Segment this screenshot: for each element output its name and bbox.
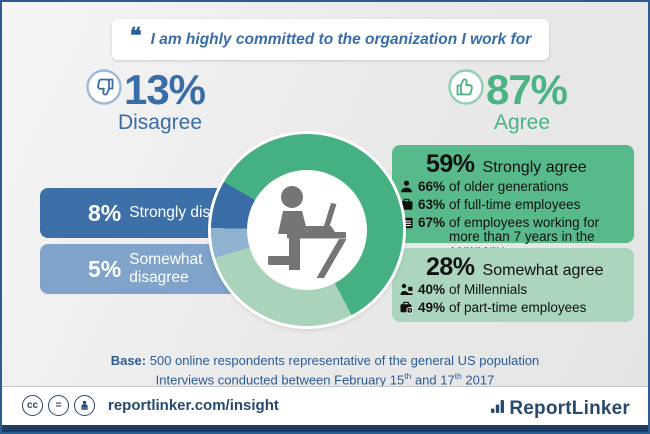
disagree-total-value: 13% xyxy=(123,65,206,113)
strongly-disagree-value: 8% xyxy=(88,199,122,226)
commitment-donut-chart xyxy=(211,134,403,326)
somewhat-agree-label: Somewhat agree xyxy=(482,262,604,279)
thumbs-up-icon xyxy=(447,68,485,111)
bar-chart-icon xyxy=(491,397,507,418)
base-line-2: Interviews conducted between February 15… xyxy=(155,370,495,387)
strongly-agree-value: 59% xyxy=(426,150,475,178)
agree-total-value: 87% xyxy=(485,65,568,113)
agree-summary: 87% Agree xyxy=(422,68,592,135)
agree-total-label: Agree xyxy=(493,111,551,134)
thumbs-down-icon xyxy=(85,68,123,111)
detail-fulltime-employees: 63% of full-time employees xyxy=(400,197,628,214)
person-computer-icon xyxy=(400,283,414,299)
reportlinker-logo: ReportLinker xyxy=(491,397,630,418)
disagree-total-label: Disagree xyxy=(117,111,203,134)
somewhat-agree-panel: 28% Somewhat agree 40% of Millennials xyxy=(392,248,634,322)
somewhat-agree-value: 28% xyxy=(426,253,475,281)
page-title: I am highly committed to the organizatio… xyxy=(150,30,532,48)
insight-url-link[interactable]: reportlinker.com/insight xyxy=(108,397,279,414)
quote-icon: ❝ xyxy=(129,22,142,48)
title-banner: ❝ I am highly committed to the organizat… xyxy=(112,19,549,60)
disagree-summary: 13% Disagree xyxy=(60,68,230,135)
calendar-icon xyxy=(400,216,414,232)
detail-millennials: 40% of Millennials xyxy=(400,282,628,299)
person-icon xyxy=(400,180,414,196)
worker-at-desk-icon xyxy=(251,172,363,289)
footer-accent-bar xyxy=(2,425,648,432)
detail-parttime-employees: 49% of part-time employees xyxy=(400,300,628,317)
strongly-agree-label: Strongly agree xyxy=(482,159,587,176)
donut-center xyxy=(247,170,367,290)
base-line-1: Base: 500 online respondents representat… xyxy=(110,353,540,368)
base-note: Base: 500 online respondents representat… xyxy=(2,353,648,387)
footer: cc = reportlinker.com/insight ReportLink… xyxy=(2,386,648,432)
somewhat-disagree-value: 5% xyxy=(88,255,122,282)
strongly-agree-panel: 59% Strongly agree 66% of older generati… xyxy=(392,145,634,258)
cc-nd-icon: = xyxy=(48,395,69,416)
detail-older-generations: 66% of older generations xyxy=(400,179,628,196)
brand-name: ReportLinker xyxy=(509,398,630,419)
briefcase-clock-icon xyxy=(400,301,414,317)
cc-icon: cc xyxy=(22,395,43,416)
license-row: cc = reportlinker.com/insight xyxy=(22,395,279,416)
somewhat-disagree-label: Somewhat disagree xyxy=(129,251,203,286)
briefcase-icon xyxy=(400,198,414,214)
cc-by-icon xyxy=(74,395,95,416)
